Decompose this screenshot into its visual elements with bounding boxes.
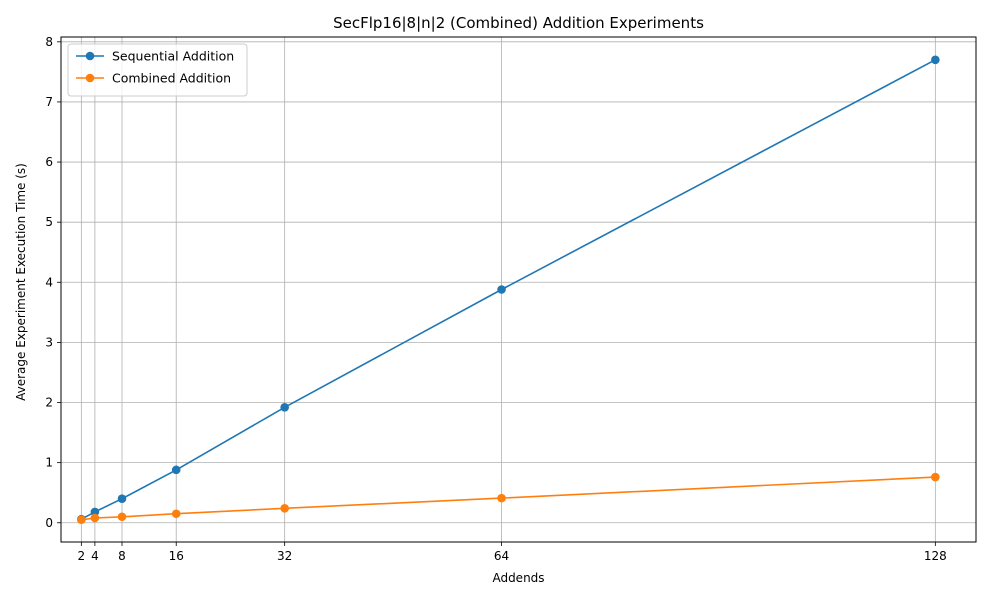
chart-title: SecFlp16|8|n|2 (Combined) Addition Exper… (333, 14, 704, 32)
y-tick-label: 8 (45, 35, 53, 49)
data-point-combined-addition (497, 493, 506, 503)
y-tick-label: 4 (45, 275, 53, 289)
data-point-combined-addition (117, 512, 127, 522)
data-point-sequential-addition (90, 507, 100, 517)
series-line-combined-addition (81, 476, 936, 521)
legend-item: Combined Addition (76, 71, 231, 86)
series-combined-addition (77, 472, 940, 525)
data-point-sequential-addition (117, 494, 127, 504)
legend-label: Combined Addition (112, 71, 231, 86)
x-tick-label: 16 (169, 549, 184, 563)
y-axis-label: Average Experiment Execution Time (s) (14, 163, 28, 401)
data-point-sequential-addition (497, 285, 506, 294)
legend: Sequential Addition Combined Addition (67, 43, 248, 97)
x-tick-label: 128 (924, 549, 947, 563)
y-tick-label: 2 (45, 396, 53, 410)
data-point-combined-addition (171, 509, 181, 519)
data-point-combined-addition (280, 504, 289, 513)
y-tick-label: 3 (45, 335, 53, 349)
x-tick-label: 4 (91, 549, 99, 563)
legend-swatch-marker (85, 73, 95, 83)
x-axis-ticks: 2 4 8 16 32 64 128 (78, 542, 947, 563)
data-point-sequential-addition (171, 465, 181, 475)
y-tick-label: 7 (45, 95, 53, 109)
x-tick-label: 64 (494, 549, 509, 563)
x-axis-label: Addends (492, 571, 544, 585)
data-point-combined-addition (77, 515, 86, 525)
y-axis-ticks: 0 1 2 3 4 5 6 7 8 (45, 35, 61, 530)
legend-item: Sequential Addition (76, 49, 234, 64)
series-line-sequential-addition (80, 59, 936, 520)
legend-box (67, 43, 248, 97)
legend-label: Sequential Addition (112, 49, 234, 64)
data-point-sequential-addition (280, 403, 289, 412)
plot-frame (60, 36, 977, 543)
y-tick-label: 6 (45, 155, 53, 169)
x-tick-label: 32 (277, 549, 292, 563)
y-tick-label: 1 (45, 456, 53, 470)
y-tick-label: 0 (45, 516, 53, 530)
data-point-sequential-addition (931, 55, 940, 65)
grid-lines (61, 37, 976, 542)
x-tick-label: 8 (118, 549, 126, 563)
series-sequential-addition (77, 55, 940, 524)
data-point-combined-addition (90, 513, 100, 523)
data-point-combined-addition (931, 472, 940, 482)
y-tick-label: 5 (45, 215, 53, 229)
legend-swatch-marker (85, 51, 95, 61)
x-tick-label: 2 (78, 549, 86, 563)
series-group (77, 55, 940, 525)
